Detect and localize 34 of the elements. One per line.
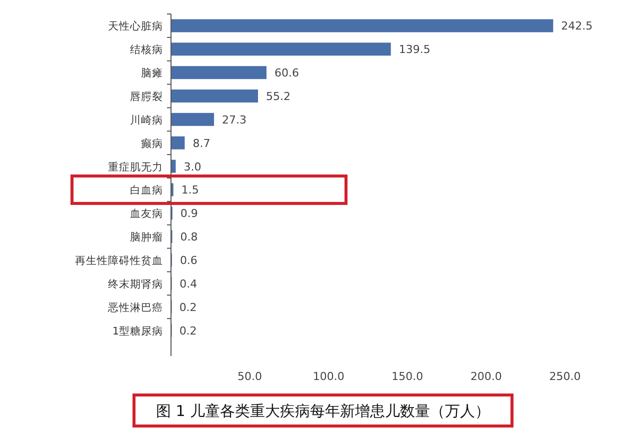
- data-label: 139.5: [398, 43, 430, 56]
- data-label: 0.9: [180, 207, 198, 220]
- y-tick-label: 天性心脏病: [108, 20, 163, 33]
- y-tick-label: 唇腭裂: [130, 91, 163, 103]
- x-tick-label: 150.0: [392, 370, 424, 383]
- y-tick-label: 再生性障碍性贫血: [75, 254, 163, 267]
- data-label: 60.6: [274, 66, 300, 80]
- data-label: 3.0: [184, 160, 202, 174]
- data-label: 55.2: [266, 90, 290, 103]
- data-label: 0.8: [180, 230, 198, 244]
- y-tick-label: 1型糖尿病: [112, 324, 163, 338]
- x-tick-label: 50.0: [238, 370, 262, 383]
- y-tick-label: 白血病: [130, 184, 163, 197]
- x-tick-label: 200.0: [470, 370, 502, 383]
- y-tick-label: 重症肌无力: [108, 160, 163, 174]
- y-tick-label: 恶性淋巴癌: [107, 300, 163, 314]
- x-tick-label: 250.0: [549, 370, 581, 383]
- y-tick-label: 川崎病: [130, 113, 163, 126]
- y-tick-label: 脑肿瘤: [130, 230, 163, 244]
- y-tick-label: 癫病: [141, 136, 163, 150]
- data-label: 8.7: [192, 136, 210, 150]
- data-label: 0.2: [179, 300, 197, 314]
- y-tick-label: 血友病: [130, 207, 163, 220]
- text: 图 1 儿童各类重大疾病每年新增患儿数量（万人）: [156, 402, 490, 420]
- x-tick-label: 100.0: [312, 370, 344, 383]
- data-label: 0.2: [179, 324, 197, 338]
- y-tick-label: 结核病: [130, 43, 163, 56]
- y-tick-label: 脑瘫: [141, 66, 163, 80]
- data-label: 1.5: [181, 184, 199, 197]
- data-label: 0.6: [180, 254, 198, 267]
- data-label: 242.5: [561, 20, 593, 33]
- data-label: 0.4: [180, 277, 198, 290]
- data-label: 27.3: [222, 113, 247, 126]
- y-tick-label: 终末期肾病: [108, 277, 163, 290]
